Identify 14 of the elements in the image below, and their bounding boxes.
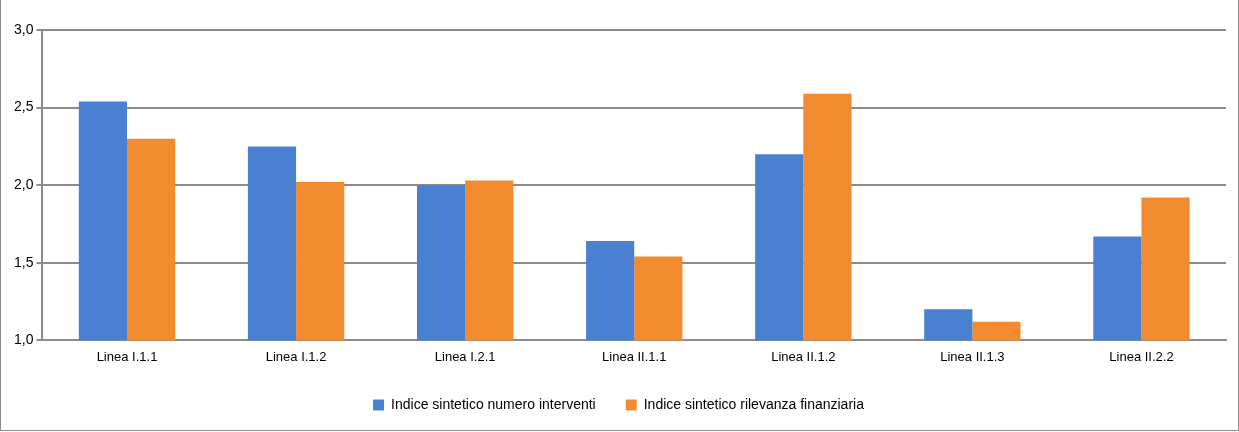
x-tick-label: Linea II.2.2 xyxy=(1109,348,1174,364)
y-tick-label: 1,0 xyxy=(13,331,34,348)
y-tick-label: 2,5 xyxy=(13,98,34,115)
x-tick-label: Linea II.1.3 xyxy=(940,348,1005,364)
x-tick-label: Linea II.1.1 xyxy=(602,348,667,364)
y-tick-label: 1,5 xyxy=(13,253,34,270)
legend-label: Indice sintetico rilevanza finanziaria xyxy=(643,395,865,412)
x-tick-label: Linea I.2.1 xyxy=(434,348,496,364)
x-tick-label: Linea I.1.2 xyxy=(265,348,327,364)
legend-label: Indice sintetico numero interventi xyxy=(391,395,596,412)
y-tick-label: 2,0 xyxy=(13,176,34,193)
x-tick-label: Linea I.1.1 xyxy=(96,348,158,364)
x-tick-label: Linea II.1.2 xyxy=(771,348,836,364)
y-tick-label: 3,0 xyxy=(13,20,34,37)
